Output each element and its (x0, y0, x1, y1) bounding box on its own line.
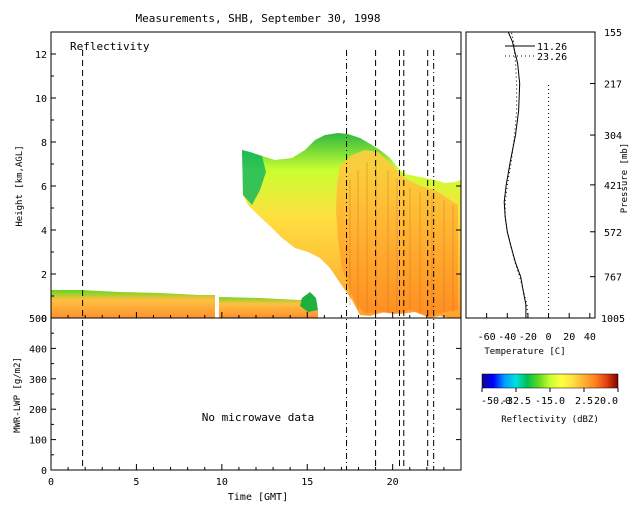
sounding-frame (465, 31, 596, 319)
pressure-tick-label: 421 (604, 181, 622, 192)
lwp-axis-ticks: 0 100 200 300 400 500 (29, 314, 461, 477)
no-data-message: No microwave data (202, 411, 315, 424)
time-axis-ticks: 0 5 10 15 20 (48, 312, 445, 488)
time-tick-label: 0 (48, 477, 54, 488)
legend-label-2: 23.26 (537, 52, 567, 63)
reflectivity-label: Reflectivity (70, 40, 150, 53)
colorbar-ticks: -50.0-32.5 -15.0 2.5 20.0 (481, 388, 619, 407)
pressure-tick-label: 217 (604, 79, 622, 90)
height-tick-label: 2 (41, 270, 47, 281)
height-tick-label: 0 (41, 314, 47, 325)
colorbar-tick-label: 2.5 (575, 396, 593, 407)
time-tick-label: 10 (216, 477, 228, 488)
colorbar (481, 373, 619, 389)
sounding-series-line (504, 31, 529, 319)
pressure-tick-label: 155 (604, 28, 622, 39)
colorbar-tick-label: -32.5 (501, 396, 531, 407)
echo-small-cell (300, 292, 318, 312)
height-axis-label: Height [km,AGL] (15, 145, 25, 226)
time-tick-label: 5 (133, 477, 139, 488)
lwp-tick-label: 300 (29, 375, 47, 386)
lwp-axis-label: MWR-LWP [g/m2] (13, 357, 23, 433)
lwp-tick-label: 400 (29, 344, 47, 355)
temperature-axis-label: Temperature [C] (484, 347, 565, 357)
time-marker-lines (82, 50, 435, 470)
legend-label-1: 11.26 (537, 42, 567, 53)
pressure-tick-label: 304 (604, 131, 622, 142)
time-tick-label: 20 (387, 477, 399, 488)
lwp-tick-label: 200 (29, 405, 47, 416)
height-tick-label: 8 (41, 138, 47, 149)
height-tick-label: 6 (41, 182, 47, 193)
echo-band-mid (219, 296, 318, 318)
sounding-series-line (503, 31, 527, 318)
echo-cloud-edge (242, 150, 266, 205)
temperature-tick-label: 40 (584, 332, 596, 343)
pressure-tick-label: 572 (604, 228, 622, 239)
temperature-tick-label: -60 (478, 332, 496, 343)
lwp-tick-label: 0 (41, 466, 47, 477)
temperature-tick-label: 20 (563, 332, 575, 343)
colorbar-tick-label: 20.0 (594, 396, 618, 407)
chart-title: Measurements, SHB, September 30, 1998 (135, 12, 380, 25)
colorbar-tick-label: -50.0 (481, 396, 511, 407)
temperature-tick-label: 0 (546, 332, 552, 343)
temperature-tick-label: -20 (519, 332, 537, 343)
pressure-tick-label: 1005 (601, 314, 625, 325)
height-tick-label: 10 (35, 94, 47, 105)
lwp-tick-label: 100 (29, 436, 47, 447)
pressure-axis-label: Pressure [mb] (620, 143, 630, 213)
colorbar-label: Reflectivity (dBZ) (501, 415, 599, 425)
temperature-axis-ticks: -60 -40 -20 0 20 40 (478, 313, 596, 343)
colorbar-tick-label: -15.0 (535, 396, 565, 407)
pressure-axis-ticks: 155 217 304 421 572 767 1005 (590, 28, 625, 325)
time-axis-label: Time [GMT] (228, 492, 288, 503)
sounding-legend: 11.26 23.26 (505, 42, 567, 63)
height-tick-label: 12 (35, 50, 47, 61)
pressure-tick-label: 767 (604, 273, 622, 284)
sounding-lines (503, 31, 550, 319)
time-tick-label: 15 (301, 477, 313, 488)
height-tick-label: 4 (41, 226, 47, 237)
echo-band-early (51, 290, 215, 318)
lwp-tick-label: 500 (29, 314, 47, 325)
temperature-tick-label: -40 (498, 332, 516, 343)
